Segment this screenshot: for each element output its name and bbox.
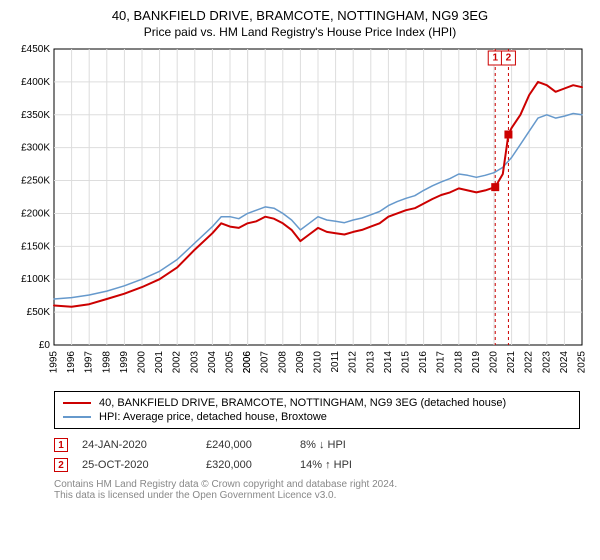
footer-attribution: Contains HM Land Registry data © Crown c… — [54, 479, 580, 501]
legend-label: 40, BANKFIELD DRIVE, BRAMCOTE, NOTTINGHA… — [99, 397, 506, 409]
svg-text:2017: 2017 — [436, 351, 447, 374]
svg-text:2008: 2008 — [277, 351, 288, 374]
legend-swatch — [63, 402, 91, 404]
svg-text:2001: 2001 — [154, 351, 165, 374]
legend-box: 40, BANKFIELD DRIVE, BRAMCOTE, NOTTINGHA… — [54, 391, 580, 429]
svg-text:2014: 2014 — [383, 351, 394, 374]
svg-text:£150K: £150K — [21, 241, 50, 252]
svg-text:1999: 1999 — [119, 351, 130, 374]
sale-row: 2 25-OCT-2020 £320,000 14% ↑ HPI — [54, 455, 580, 475]
svg-text:£200K: £200K — [21, 208, 50, 219]
svg-text:2019: 2019 — [471, 351, 482, 374]
svg-text:£250K: £250K — [21, 176, 50, 187]
legend-label: HPI: Average price, detached house, Brox… — [99, 411, 327, 423]
svg-text:2023: 2023 — [541, 351, 552, 374]
svg-text:2009: 2009 — [295, 351, 306, 374]
svg-text:£350K: £350K — [21, 110, 50, 121]
svg-text:2018: 2018 — [453, 351, 464, 374]
svg-text:1996: 1996 — [66, 351, 77, 374]
svg-text:2021: 2021 — [506, 351, 517, 374]
chart-area: £0 £50K £100K £150K £200K £250K £300K £350K £400… — [10, 45, 590, 385]
svg-text:2024: 2024 — [559, 351, 570, 374]
svg-text:2016: 2016 — [418, 351, 429, 374]
footer-line2: This data is licensed under the Open Gov… — [54, 490, 580, 501]
svg-text:2000: 2000 — [137, 351, 148, 374]
svg-text:2007: 2007 — [260, 351, 271, 374]
svg-text:2004: 2004 — [207, 351, 218, 374]
svg-text:2025: 2025 — [577, 351, 588, 374]
svg-text:2013: 2013 — [365, 351, 376, 374]
svg-text:2022: 2022 — [524, 351, 535, 374]
legend-item: HPI: Average price, detached house, Brox… — [63, 410, 571, 424]
svg-text:£50K: £50K — [27, 307, 51, 318]
svg-text:1995: 1995 — [49, 351, 60, 374]
svg-text:2012: 2012 — [348, 351, 359, 374]
svg-text:1997: 1997 — [84, 351, 95, 374]
sale-diff: 8% ↓ HPI — [300, 439, 390, 451]
svg-text:2002: 2002 — [172, 351, 183, 374]
svg-text:£450K: £450K — [21, 45, 50, 55]
line-chart-svg: £0 £50K £100K £150K £200K £250K £300K £350K £400… — [10, 45, 590, 385]
sale-date: 24-JAN-2020 — [82, 439, 192, 451]
svg-text:£400K: £400K — [21, 77, 50, 88]
legend-item: 40, BANKFIELD DRIVE, BRAMCOTE, NOTTINGHA… — [63, 396, 571, 410]
svg-text:1998: 1998 — [101, 351, 112, 374]
svg-text:2003: 2003 — [189, 351, 200, 374]
svg-text:2020: 2020 — [489, 351, 500, 374]
sale-marker: 1 — [54, 438, 68, 452]
svg-text:2011: 2011 — [330, 351, 341, 373]
svg-text:2: 2 — [506, 53, 512, 64]
sale-price: £320,000 — [206, 459, 286, 471]
svg-text:£300K: £300K — [21, 143, 50, 154]
chart-title: 40, BANKFIELD DRIVE, BRAMCOTE, NOTTINGHA… — [10, 8, 590, 23]
sale-date: 25-OCT-2020 — [82, 459, 192, 471]
sale-marker: 2 — [54, 458, 68, 472]
svg-text:2015: 2015 — [401, 351, 412, 374]
svg-text:£0: £0 — [39, 340, 51, 351]
svg-text:2005: 2005 — [225, 351, 236, 374]
sale-diff: 14% ↑ HPI — [300, 459, 390, 471]
sale-row: 1 24-JAN-2020 £240,000 8% ↓ HPI — [54, 435, 580, 455]
svg-text:2010: 2010 — [313, 351, 324, 374]
svg-text:1: 1 — [492, 53, 498, 64]
svg-text:2006: 2006 — [242, 351, 253, 374]
legend-swatch — [63, 416, 91, 418]
footer-line1: Contains HM Land Registry data © Crown c… — [54, 479, 580, 490]
chart-subtitle: Price paid vs. HM Land Registry's House … — [10, 25, 590, 39]
sales-block: 1 24-JAN-2020 £240,000 8% ↓ HPI 2 25-OCT-2020… — [54, 435, 580, 475]
svg-text:£100K: £100K — [21, 274, 50, 285]
sale-price: £240,000 — [206, 439, 286, 451]
